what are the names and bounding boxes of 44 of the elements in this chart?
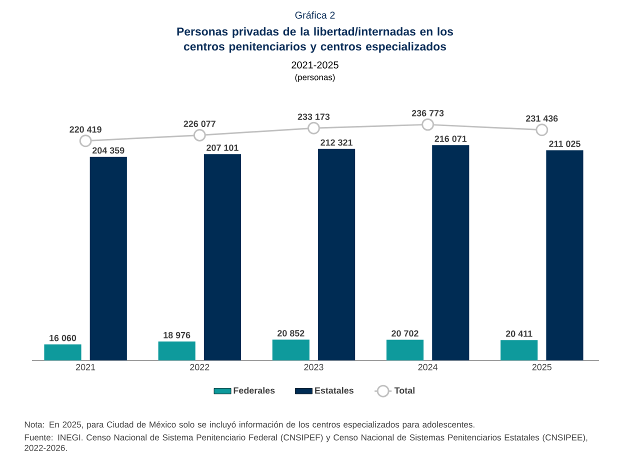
x-tick-label: 2022 — [190, 364, 210, 370]
x-tick-label: 2021 — [76, 364, 96, 370]
data-label: 20 702 — [392, 330, 418, 337]
data-label: 16 060 — [50, 334, 76, 342]
bar — [272, 340, 310, 360]
data-label: 212 321 — [320, 139, 352, 146]
point — [79, 134, 92, 148]
data-label: 18 976 — [164, 332, 190, 338]
data-label: 226 077 — [184, 120, 216, 128]
data-label: 231 436 — [526, 115, 558, 122]
data-label: 211 025 — [549, 140, 580, 148]
x-tick-label: 2025 — [532, 364, 552, 370]
bar — [44, 344, 82, 360]
data-label: 233 173 — [298, 114, 330, 120]
data-label: 220 419 — [70, 126, 102, 133]
x-tick-label: 2024 — [418, 364, 438, 370]
point — [308, 122, 320, 134]
bar — [204, 154, 242, 360]
source-note: Fuente: INEGI. Censo Nacional de Sistema Penitenciario Federal (CNSIPEF) y Censo Nacional de Sistemas Penitenciarios Estatales (CNSIPEE), 2022-2026. — [24, 434, 588, 451]
bar — [546, 150, 584, 360]
text: Nota: En 2025, para Ciudad de México solo se incluyó información de los centros especializados para adolescentes. — [24, 421, 474, 430]
bar — [432, 145, 470, 360]
text: Gráfica 2 — [295, 11, 335, 19]
data-label: 20 852 — [278, 330, 304, 336]
text: (personas) — [295, 74, 335, 82]
chart-title: Personas privadas de la libertad/internadas en los centros penitenciarios y centros especializados — [177, 27, 454, 53]
bar — [158, 342, 196, 360]
point — [536, 124, 548, 136]
data-label: 207 101 — [206, 144, 238, 151]
bar — [500, 340, 538, 360]
data-label: 20 411 — [506, 330, 532, 337]
data-label: 236 773 — [412, 110, 444, 116]
legend-label: Federales — [234, 387, 275, 394]
point — [422, 118, 434, 131]
chart-subtitle: 2021-2025 — [292, 61, 338, 69]
legend-label: Total — [394, 387, 414, 394]
bar — [386, 340, 424, 360]
bar — [90, 156, 127, 360]
data-label: 204 359 — [92, 147, 124, 154]
data-label: 216 071 — [434, 136, 467, 142]
point — [193, 128, 206, 142]
legend-label: Estatales — [315, 387, 354, 394]
bar — [318, 148, 356, 360]
x-tick-label: 2023 — [304, 364, 324, 370]
